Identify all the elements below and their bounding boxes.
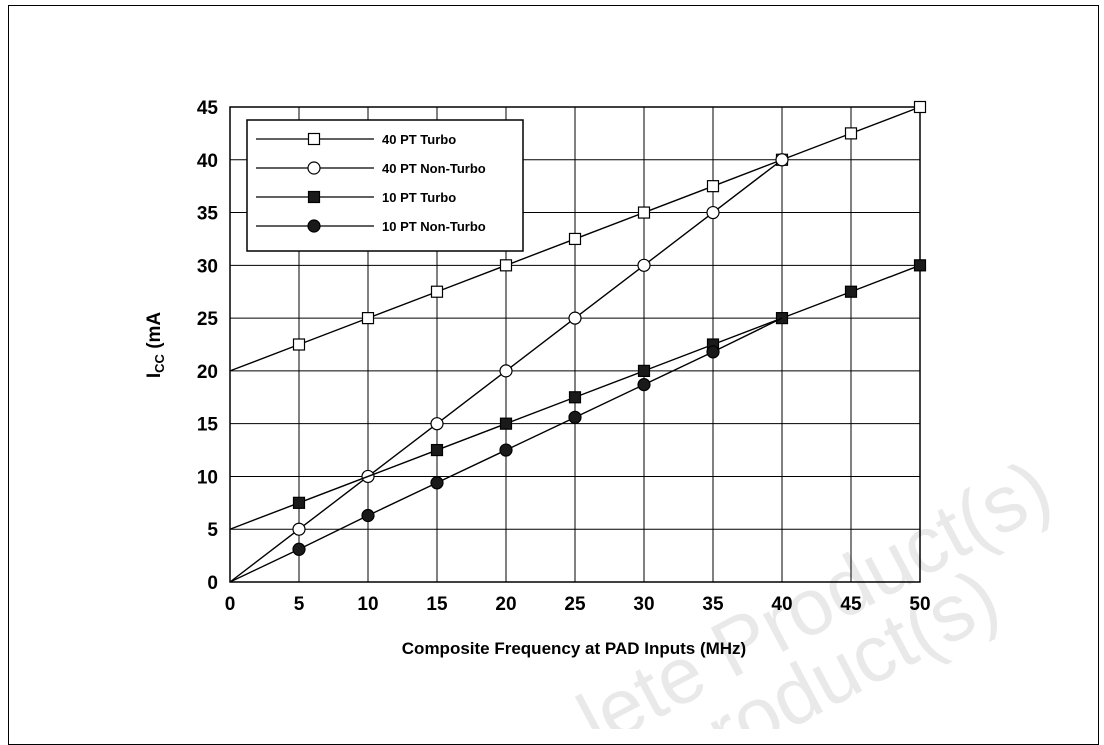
legend-marker xyxy=(307,132,321,146)
data-point xyxy=(637,364,651,377)
x-tick-label: 50 xyxy=(909,594,930,615)
legend-marker xyxy=(307,161,321,175)
data-point xyxy=(430,443,444,457)
y-tick-label: 35 xyxy=(197,204,219,225)
series-group xyxy=(229,100,927,583)
data-point xyxy=(844,127,858,140)
legend: 40 PT Turbo 40 PT Non-Turbo 10 PT Turbo 10 … xyxy=(246,119,524,252)
data-point xyxy=(292,522,306,536)
y-tick-label: 10 xyxy=(197,467,218,488)
data-point xyxy=(913,100,927,114)
data-point xyxy=(637,258,651,272)
watermark: lete Product(s) roduct(s) xyxy=(564,443,1065,729)
data-point xyxy=(499,443,513,457)
data-point xyxy=(568,311,582,325)
icc-vs-frequency-chart: lete Product(s) roduct(s) 0 5 10 15 20 25 30 35… xyxy=(144,98,1065,729)
data-point xyxy=(568,232,582,246)
y-tick-label: 15 xyxy=(197,415,219,436)
data-point xyxy=(844,285,858,298)
legend-label: 40 PT Turbo xyxy=(382,132,456,147)
data-point xyxy=(568,410,582,424)
data-point xyxy=(361,312,375,325)
data-point xyxy=(568,391,582,404)
x-tick-label: 35 xyxy=(702,594,724,615)
data-point xyxy=(292,542,306,556)
y-tick-label: 45 xyxy=(197,98,219,119)
legend-marker xyxy=(307,219,321,233)
y-tick-label: 20 xyxy=(197,362,218,383)
x-tick-label: 20 xyxy=(495,594,516,615)
x-tick-label: 45 xyxy=(840,594,862,615)
data-point xyxy=(499,364,513,378)
data-point xyxy=(292,338,306,351)
x-tick-label: 15 xyxy=(426,594,448,615)
data-point xyxy=(499,417,513,430)
data-point xyxy=(706,205,720,220)
plot-area xyxy=(229,106,921,583)
data-point xyxy=(430,417,444,431)
data-point xyxy=(499,259,513,272)
series xyxy=(229,100,927,372)
x-tick-label: 40 xyxy=(771,594,792,615)
legend-label: 10 PT Non-Turbo xyxy=(382,219,486,234)
x-tick-label: 30 xyxy=(633,594,654,615)
data-point xyxy=(706,180,720,193)
y-tick-labels: 0 5 10 15 20 25 30 35 40 45 xyxy=(197,98,219,594)
y-tick-label: 5 xyxy=(207,520,218,541)
series xyxy=(229,153,789,583)
x-tick-labels: 0 5 10 15 20 25 30 35 40 45 50 xyxy=(225,594,931,615)
x-tick-label: 5 xyxy=(294,594,305,615)
x-tick-label: 0 xyxy=(225,594,236,615)
data-point xyxy=(775,153,789,167)
legend-marker xyxy=(307,190,321,204)
legend-item: 10 PT Non-Turbo xyxy=(256,219,486,234)
legend-item: 40 PT Turbo xyxy=(256,132,456,147)
x-tick-label: 10 xyxy=(357,594,378,615)
legend-item: 10 PT Turbo xyxy=(256,190,456,205)
y-tick-label: 25 xyxy=(197,309,219,330)
data-point xyxy=(430,476,444,490)
data-point xyxy=(361,508,375,523)
data-point xyxy=(637,378,651,392)
data-point xyxy=(706,345,720,359)
data-point xyxy=(913,259,927,272)
x-axis-label: Composite Frequency at PAD Inputs (MHz) xyxy=(402,639,746,658)
data-point xyxy=(637,206,651,219)
series xyxy=(229,317,783,583)
legend-item: 40 PT Non-Turbo xyxy=(256,161,486,176)
data-point xyxy=(292,496,306,509)
legend-box xyxy=(246,119,524,252)
x-tick-label: 25 xyxy=(564,594,586,615)
legend-label: 10 PT Turbo xyxy=(382,190,456,205)
y-tick-label: 0 xyxy=(207,573,218,594)
legend-label: 40 PT Non-Turbo xyxy=(382,161,486,176)
y-tick-label: 30 xyxy=(197,256,218,277)
series xyxy=(229,259,927,530)
y-tick-label: 40 xyxy=(197,151,218,172)
data-point xyxy=(430,285,444,298)
y-axis-label: ICC (mA xyxy=(144,312,167,379)
